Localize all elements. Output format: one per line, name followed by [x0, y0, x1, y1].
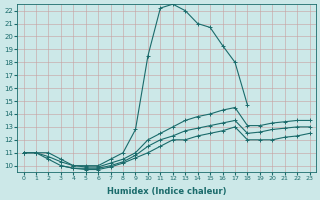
X-axis label: Humidex (Indice chaleur): Humidex (Indice chaleur) [107, 187, 226, 196]
